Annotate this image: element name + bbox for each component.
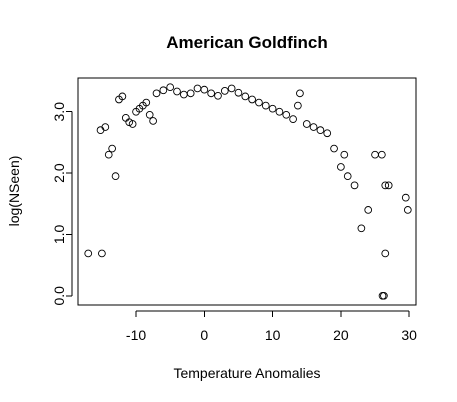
scatter-point [378,291,387,300]
scatter-point [84,249,93,258]
plot-border [77,77,417,306]
scatter-point [350,181,359,190]
x-axis-label: Temperature Anomalies [173,365,320,381]
scatter-point [108,144,116,153]
scatter-point [104,150,113,159]
scatter-point [193,84,202,93]
scatter-point [340,150,349,159]
scatter-point [302,120,311,128]
scatter-point [241,92,250,101]
scatter-point [96,126,105,134]
scatter-point [98,249,106,258]
scatter-point [173,87,181,96]
scatter-point [186,89,195,98]
x-tick-label: 30 [401,327,417,343]
scatter-point [227,84,236,93]
scatter-point [159,86,168,95]
scatter-point [378,150,386,159]
scatter-point [309,123,318,131]
scatter-point [145,110,154,119]
scatter-point [200,85,209,94]
y-tick-label: 2.0 [51,163,67,183]
scatter-point [357,224,366,233]
scatter-point [261,101,270,110]
scatter-point [337,163,345,171]
scatter-point [214,91,222,100]
chart-title: American Goldfinch [166,33,328,52]
scatter-point [403,206,412,214]
y-axis-label: log(NSeen) [6,156,22,227]
scatter-point [296,89,304,98]
scatter-point [401,193,410,202]
scatter-point [220,87,229,95]
scatter-point [381,249,390,258]
scatter-point [381,181,390,190]
y-tick-label: 1.0 [51,225,67,245]
scatter-point [330,144,338,153]
scatter-point [118,92,127,101]
scatter-point [207,89,216,98]
y-axis: 0.0 1.0 2.0 3.0 [51,102,73,306]
scatter-point [384,181,393,190]
x-tick-label: 10 [265,327,281,343]
scatter-point [101,123,110,131]
scatter-point [343,172,352,181]
scatter-points [84,83,412,300]
scatter-point [248,95,256,104]
scatter-point [371,150,379,159]
x-tick-label: 0 [200,327,208,343]
scatter-point [166,83,175,92]
scatter-point [294,101,302,110]
scatter-point [268,104,277,113]
scatter-point [152,89,161,98]
scatter-point [255,98,263,107]
scatter-point [289,115,297,123]
y-tick-label: 3.0 [51,102,67,122]
scatter-point [316,126,325,134]
scatter-point [111,172,120,181]
scatter-point [282,110,291,119]
x-tick-label: 20 [333,327,349,343]
x-axis: -10 0 10 20 30 [126,310,417,343]
x-tick-label: -10 [126,327,146,343]
scatter-point [364,206,373,214]
scatter-point [149,117,157,125]
scatter-point [179,90,188,99]
scatter-point [234,88,243,97]
scatter-point [128,120,137,128]
scatter-point [121,114,130,122]
scatter-point [323,129,332,138]
scatter-point [142,98,151,107]
scatter-point [275,107,284,116]
y-tick-label: 0.0 [51,286,67,306]
